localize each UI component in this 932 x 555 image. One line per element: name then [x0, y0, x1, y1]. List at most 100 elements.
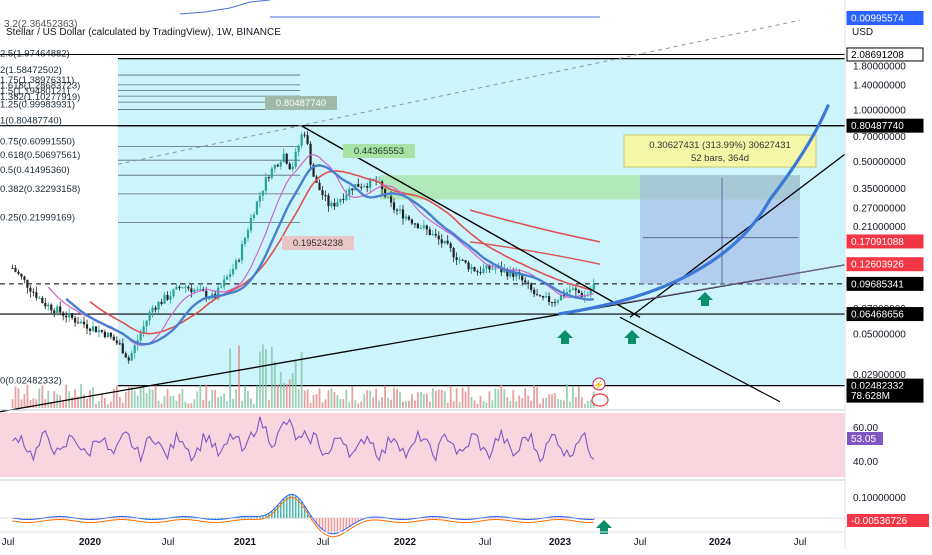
candle-body	[97, 330, 101, 333]
macd-histogram-bar	[119, 516, 121, 519]
volume-bar	[464, 391, 467, 408]
volume-bar	[86, 398, 88, 408]
volume-bar	[282, 382, 285, 408]
macd-histogram-bar	[500, 516, 503, 519]
volume-bar	[351, 386, 354, 408]
macd-histogram-bar	[586, 518, 589, 520]
candle-body	[422, 225, 425, 228]
volume-bar	[327, 390, 330, 408]
volume-bar	[172, 395, 175, 408]
measure-label-line1: 0.30627431 (313.99%) 30627431	[649, 140, 791, 151]
fib-label: 1.5(1.19480121)	[0, 86, 70, 97]
volume-bar	[503, 388, 506, 408]
macd-histogram-bar	[151, 518, 154, 520]
candle-body	[71, 313, 74, 318]
price-tag	[846, 257, 924, 272]
fib-label-top: 3.2(2.36452363)	[4, 19, 77, 30]
volume-bar	[130, 386, 133, 408]
candle-body	[26, 279, 29, 288]
volume-bar	[416, 392, 419, 408]
volume-bar	[455, 387, 458, 408]
volume-bar	[303, 390, 306, 408]
candle-body	[503, 269, 506, 273]
volume-bar	[333, 392, 336, 408]
volume-bar	[32, 398, 35, 408]
candle-body	[157, 301, 160, 310]
price-tag-label: 0.17091088	[851, 237, 904, 248]
candle-body	[458, 259, 461, 261]
volume-bar	[473, 400, 476, 408]
measure-label-line2: 52 bars, 364d	[691, 153, 749, 164]
macd-tick-label: 0.10000000	[853, 493, 906, 504]
volume-bar	[83, 394, 85, 408]
candle-body	[76, 322, 80, 324]
volume-bar	[458, 402, 461, 408]
volume-bar	[372, 397, 375, 408]
candle-body	[336, 202, 339, 207]
candle-body	[139, 333, 142, 341]
volume-bar	[169, 396, 172, 408]
time-tick-label: 2024	[709, 537, 732, 548]
mid-label: 0.44365553	[354, 146, 404, 157]
macd-histogram-bar	[309, 515, 312, 519]
macd-histogram-bar	[190, 516, 193, 519]
candle-body	[246, 230, 250, 238]
candle-body	[88, 328, 92, 331]
volume-bar	[264, 349, 267, 408]
macd-histogram-bar	[557, 516, 559, 519]
volume-bar	[342, 399, 345, 408]
macd-histogram-bar	[342, 518, 345, 531]
time-tick-label: Jul	[162, 537, 175, 548]
candle-body	[178, 286, 181, 289]
candle-body	[127, 357, 130, 361]
price-tag	[846, 11, 924, 25]
up-arrow-icon	[557, 330, 573, 344]
volume-bar	[452, 401, 455, 408]
candle-body	[79, 321, 83, 324]
volume-bar	[256, 385, 258, 408]
volume-bar	[142, 387, 145, 408]
candle-body	[321, 190, 324, 196]
candle-body	[506, 269, 509, 277]
volume-bar	[261, 344, 264, 408]
volume-bar	[440, 389, 443, 408]
fib-label: 0.5(0.41495360)	[0, 165, 70, 176]
candle-body	[398, 209, 402, 211]
volume-bar	[574, 397, 577, 408]
candle-body	[416, 223, 419, 229]
candle-body	[44, 302, 47, 307]
volume-bar	[536, 387, 539, 408]
candle-body	[386, 196, 390, 198]
price-tick-label: 1.40000000	[853, 80, 906, 91]
price-tick-label: 0.50000000	[853, 157, 906, 168]
macd-histogram-bar	[357, 518, 360, 522]
volume-bar	[104, 398, 106, 408]
candle-body	[363, 186, 366, 188]
price-tick-label: 0.27000000	[853, 203, 906, 214]
volume-bar	[160, 403, 163, 408]
candle-body	[65, 315, 68, 318]
candle-body	[530, 283, 533, 290]
candle-body	[237, 260, 241, 262]
candle-body	[461, 259, 464, 261]
volume-bar	[193, 399, 196, 408]
candle-body	[369, 178, 372, 188]
volume-bar	[348, 402, 351, 408]
macd-histogram-bar	[285, 495, 288, 519]
candle-body	[521, 274, 524, 281]
candle-body	[249, 217, 253, 231]
candle-body	[491, 268, 494, 270]
volume-bar	[530, 400, 533, 408]
volume-bar	[139, 385, 142, 408]
flash-icon	[592, 377, 606, 391]
candle-body	[130, 353, 133, 361]
volume-bar	[178, 393, 181, 408]
macd-histogram-bar	[431, 516, 434, 519]
macd-line	[12, 493, 594, 535]
candle-body	[306, 135, 309, 144]
volume-bar	[288, 379, 291, 408]
candle-body	[553, 302, 557, 304]
volume-bar	[279, 372, 282, 408]
